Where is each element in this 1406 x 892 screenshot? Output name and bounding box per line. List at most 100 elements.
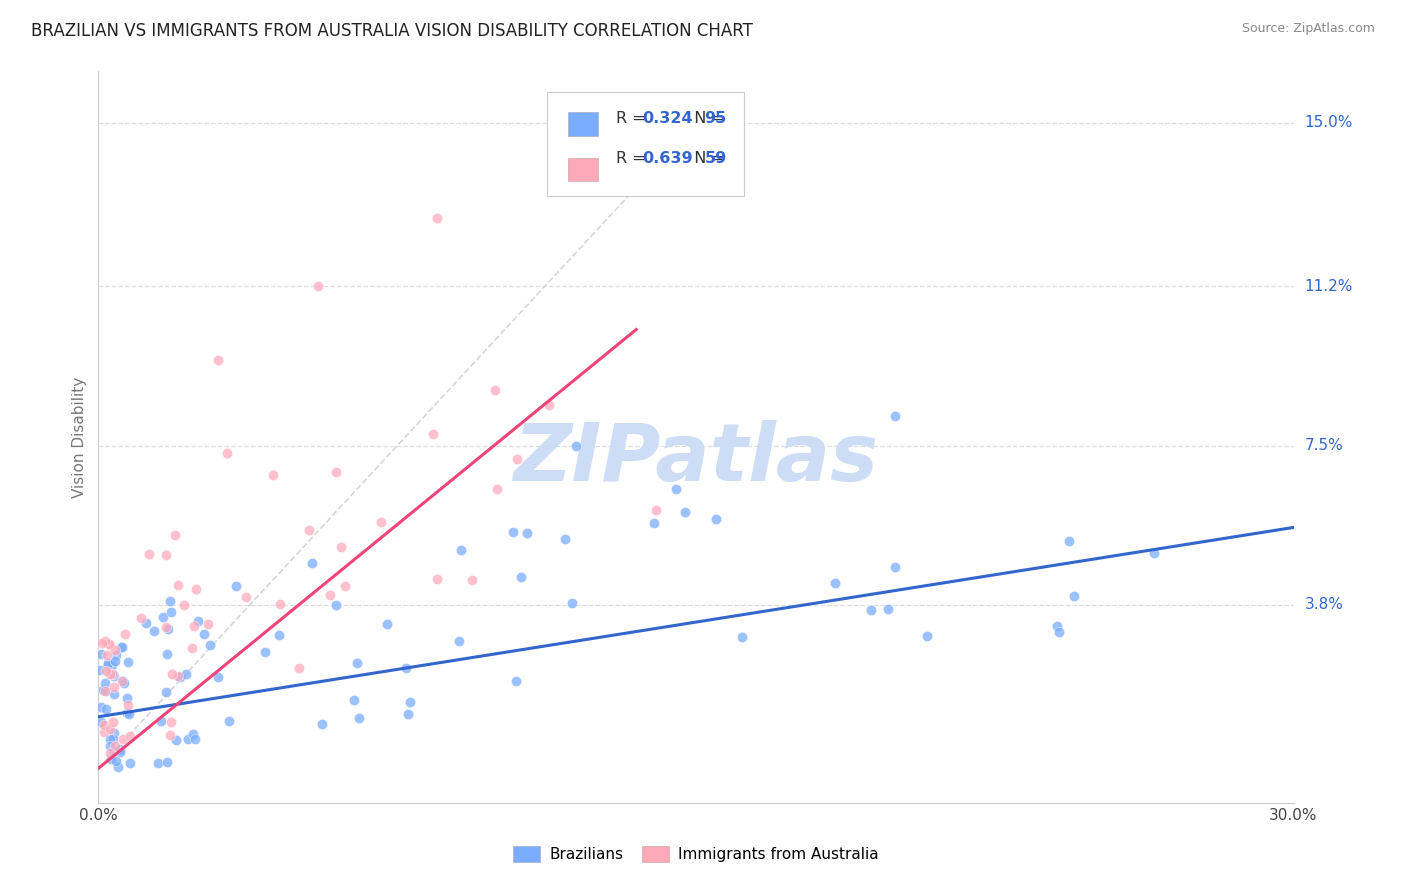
Point (159, 605, 181, 619)
Point (269, 628, 291, 642)
Point (107, 760, 129, 774)
Point (146, 756, 169, 770)
Point (218, 714, 240, 729)
Point (167, 669, 190, 683)
Point (97, 637, 120, 651)
Text: 0.639: 0.639 (643, 151, 693, 166)
Point (235, 590, 257, 604)
Point (177, 732, 200, 747)
Point (150, 714, 173, 728)
Point (311, 717, 333, 731)
Point (643, 516, 665, 530)
Point (184, 582, 207, 597)
Point (184, 732, 207, 747)
Point (731, 630, 754, 644)
Point (100, 723, 122, 737)
Text: 59: 59 (704, 151, 727, 166)
Point (90, 700, 112, 714)
Text: BRAZILIAN VS IMMIGRANTS FROM AUSTRALIA VISION DISABILITY CORRELATION CHART: BRAZILIAN VS IMMIGRANTS FROM AUSTRALIA V… (31, 22, 752, 40)
Point (165, 733, 187, 747)
Point (98, 666, 121, 681)
Point (117, 698, 139, 712)
Point (484, 384, 506, 398)
Point (174, 666, 197, 681)
Point (505, 673, 527, 688)
Point (108, 742, 131, 756)
Text: 11.2%: 11.2% (1305, 279, 1353, 294)
Point (319, 588, 342, 602)
Point (565, 439, 588, 453)
Point (98, 639, 121, 653)
Point (516, 526, 538, 541)
Point (169, 670, 191, 684)
Text: R =: R = (616, 111, 651, 126)
Point (103, 731, 125, 746)
Point (98, 747, 121, 761)
Point (262, 467, 284, 482)
Point (118, 707, 141, 722)
Point (156, 623, 179, 637)
FancyBboxPatch shape (568, 112, 598, 136)
Point (101, 658, 124, 673)
Point (883, 560, 905, 574)
Point (94, 701, 117, 715)
Point (112, 732, 135, 747)
Point (103, 669, 125, 683)
Point (183, 727, 205, 741)
Point (97, 657, 120, 671)
Point (103, 744, 125, 758)
Point (375, 616, 398, 631)
Point (96, 648, 118, 662)
Point (89, 715, 111, 730)
Point (502, 525, 524, 540)
Point (330, 541, 353, 555)
Point (346, 656, 368, 670)
Point (915, 629, 938, 643)
Point (884, 409, 907, 423)
Point (159, 593, 181, 607)
Point (138, 547, 160, 561)
Point (333, 579, 356, 593)
Point (114, 627, 136, 641)
Point (91, 682, 114, 697)
Point (554, 533, 576, 547)
Legend: Brazilians, Immigrants from Australia: Brazilians, Immigrants from Australia (506, 840, 886, 868)
Point (198, 638, 221, 652)
Point (253, 645, 276, 659)
Point (104, 655, 127, 669)
Point (325, 465, 347, 479)
Point (100, 666, 122, 681)
Text: 7.5%: 7.5% (1305, 438, 1343, 453)
Point (225, 579, 247, 593)
Point (111, 640, 134, 654)
Point (217, 446, 239, 460)
Point (396, 707, 419, 722)
Point (207, 352, 229, 367)
Text: N =: N = (685, 151, 730, 166)
Point (155, 685, 177, 699)
Point (93, 725, 115, 739)
Point (183, 619, 205, 633)
Point (347, 711, 370, 725)
Point (645, 503, 668, 517)
Point (112, 674, 135, 689)
Text: 3.8%: 3.8% (1305, 598, 1344, 613)
Text: 15.0%: 15.0% (1305, 115, 1353, 130)
Point (118, 729, 141, 743)
Point (447, 633, 470, 648)
Point (112, 676, 135, 690)
Point (104, 739, 127, 754)
Point (165, 528, 187, 542)
Point (859, 603, 882, 617)
Point (173, 598, 195, 612)
Point (90, 635, 112, 649)
Point (98, 739, 121, 754)
Point (104, 754, 127, 768)
Point (160, 667, 183, 681)
Point (159, 727, 181, 741)
Point (110, 640, 132, 655)
Point (180, 641, 202, 656)
Text: ZIPatlas: ZIPatlas (513, 420, 879, 498)
Text: R =: R = (616, 151, 651, 166)
Point (94, 684, 117, 698)
